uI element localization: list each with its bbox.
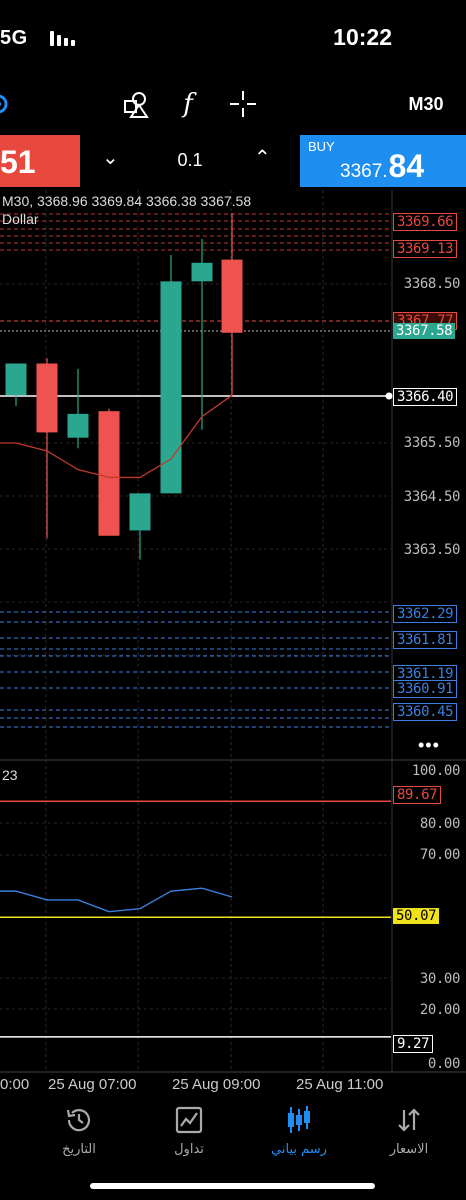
lot-size-input[interactable]: 0.1 xyxy=(177,150,203,170)
candle-body xyxy=(36,363,58,433)
chart-toolbar: f M30 xyxy=(0,78,466,130)
price-level-tag: 3369.13 xyxy=(393,240,458,258)
timeframe-button[interactable]: M30 xyxy=(408,93,444,114)
buy-label: BUY xyxy=(308,139,335,154)
buy-price-major: 3367. xyxy=(340,161,388,182)
function-icon[interactable]: f xyxy=(183,89,193,119)
price-tick: 3364.50 xyxy=(403,489,461,505)
price-level-tag: 3361.19 xyxy=(393,665,458,683)
lot-decrease-button[interactable]: ⌄ xyxy=(102,147,119,169)
nav-history[interactable]: التاريخ xyxy=(34,1104,124,1157)
quotes-icon xyxy=(364,1104,454,1136)
candle-body xyxy=(5,363,27,396)
nav-quotes-label: الاسعار xyxy=(389,1142,429,1157)
candlestick-icon xyxy=(254,1104,344,1136)
line-handle xyxy=(385,392,393,400)
sell-price: 51 xyxy=(0,144,36,180)
signal-icon xyxy=(50,31,75,46)
nav-quotes[interactable]: الاسعار xyxy=(364,1104,454,1157)
buy-price-pips: 84 xyxy=(388,148,425,184)
network-label: 5G xyxy=(0,27,28,49)
horizontal-line-tag: 3366.40 xyxy=(393,388,458,406)
bottom-navigation: التاريخ تداول رسم بياني الاسعار xyxy=(0,1098,466,1200)
oscillator-line xyxy=(0,887,233,913)
indicator-tick: 80.00 xyxy=(419,816,461,832)
price-level-tag: 3360.45 xyxy=(393,703,458,721)
candle-body xyxy=(67,413,89,438)
ohlc-info: M30, 3368.96 3369.84 3366.38 3367.58 xyxy=(2,193,252,209)
time-tick: 25 Aug 11:00 xyxy=(296,1076,384,1093)
indicator-tick: 30.00 xyxy=(419,971,461,987)
lot-size-control: ⌄ 0.1 ⌃ xyxy=(82,135,298,187)
moving-average-line xyxy=(0,394,233,479)
more-levels-icon[interactable]: ••• xyxy=(418,735,440,755)
candle-body xyxy=(129,493,151,531)
indicator-tick: 0.00 xyxy=(427,1056,461,1072)
price-level-tag: 3360.91 xyxy=(393,680,458,698)
time-tick: 25 Aug 07:00 xyxy=(48,1076,137,1093)
nav-chart[interactable]: رسم بياني xyxy=(254,1104,344,1157)
indicator-title: 23 xyxy=(2,767,18,783)
clock: 10:22 xyxy=(333,24,392,50)
objects-icon[interactable] xyxy=(0,88,12,120)
indicator-tick: 20.00 xyxy=(419,1002,461,1018)
indicator-tick: 100.00 xyxy=(411,763,461,779)
price-tick: 3365.50 xyxy=(403,435,461,451)
shapes-icon[interactable] xyxy=(120,88,152,120)
candle-body xyxy=(221,259,243,333)
time-tick: 25 Aug 09:00 xyxy=(172,1076,261,1093)
sell-button[interactable]: 51 xyxy=(0,135,80,187)
current-price-tag: 3367.58 xyxy=(393,323,456,339)
candle-body xyxy=(160,281,182,494)
price-level-tag: 3361.81 xyxy=(393,631,458,649)
home-indicator xyxy=(90,1183,375,1189)
price-level-tag: 3369.66 xyxy=(393,213,458,231)
candle-body xyxy=(98,411,120,536)
nav-chart-label: رسم بياني xyxy=(271,1142,327,1157)
price-tick: 3363.50 xyxy=(403,542,461,558)
time-tick: 0:00 xyxy=(0,1076,30,1093)
one-click-trading-bar: 51 ⌄ 0.1 ⌃ BUY 3367. 84 xyxy=(0,135,466,187)
nav-trade-label: تداول xyxy=(174,1142,204,1157)
indicator-level-tag: 9.27 xyxy=(393,1035,434,1053)
status-bar: 5G 10:22 xyxy=(0,0,466,75)
lot-increase-button[interactable]: ⌃ xyxy=(254,147,271,169)
crosshair-icon[interactable] xyxy=(228,88,258,120)
indicator-level-tag: 50.07 xyxy=(393,908,440,924)
trade-icon xyxy=(144,1104,234,1136)
price-tick: 3368.50 xyxy=(403,276,461,292)
buy-button[interactable]: BUY 3367. 84 xyxy=(300,135,466,187)
buy-price: 3367. 84 xyxy=(340,148,424,185)
symbol-description: Dollar xyxy=(2,211,39,227)
indicator-level-tag: 89.67 xyxy=(393,786,442,804)
nav-history-label: التاريخ xyxy=(62,1142,96,1157)
price-level-tag: 3362.29 xyxy=(393,605,458,623)
history-icon xyxy=(34,1104,124,1136)
indicator-tick: 70.00 xyxy=(419,847,461,863)
nav-trade[interactable]: تداول xyxy=(144,1104,234,1157)
candle-body xyxy=(191,262,213,282)
